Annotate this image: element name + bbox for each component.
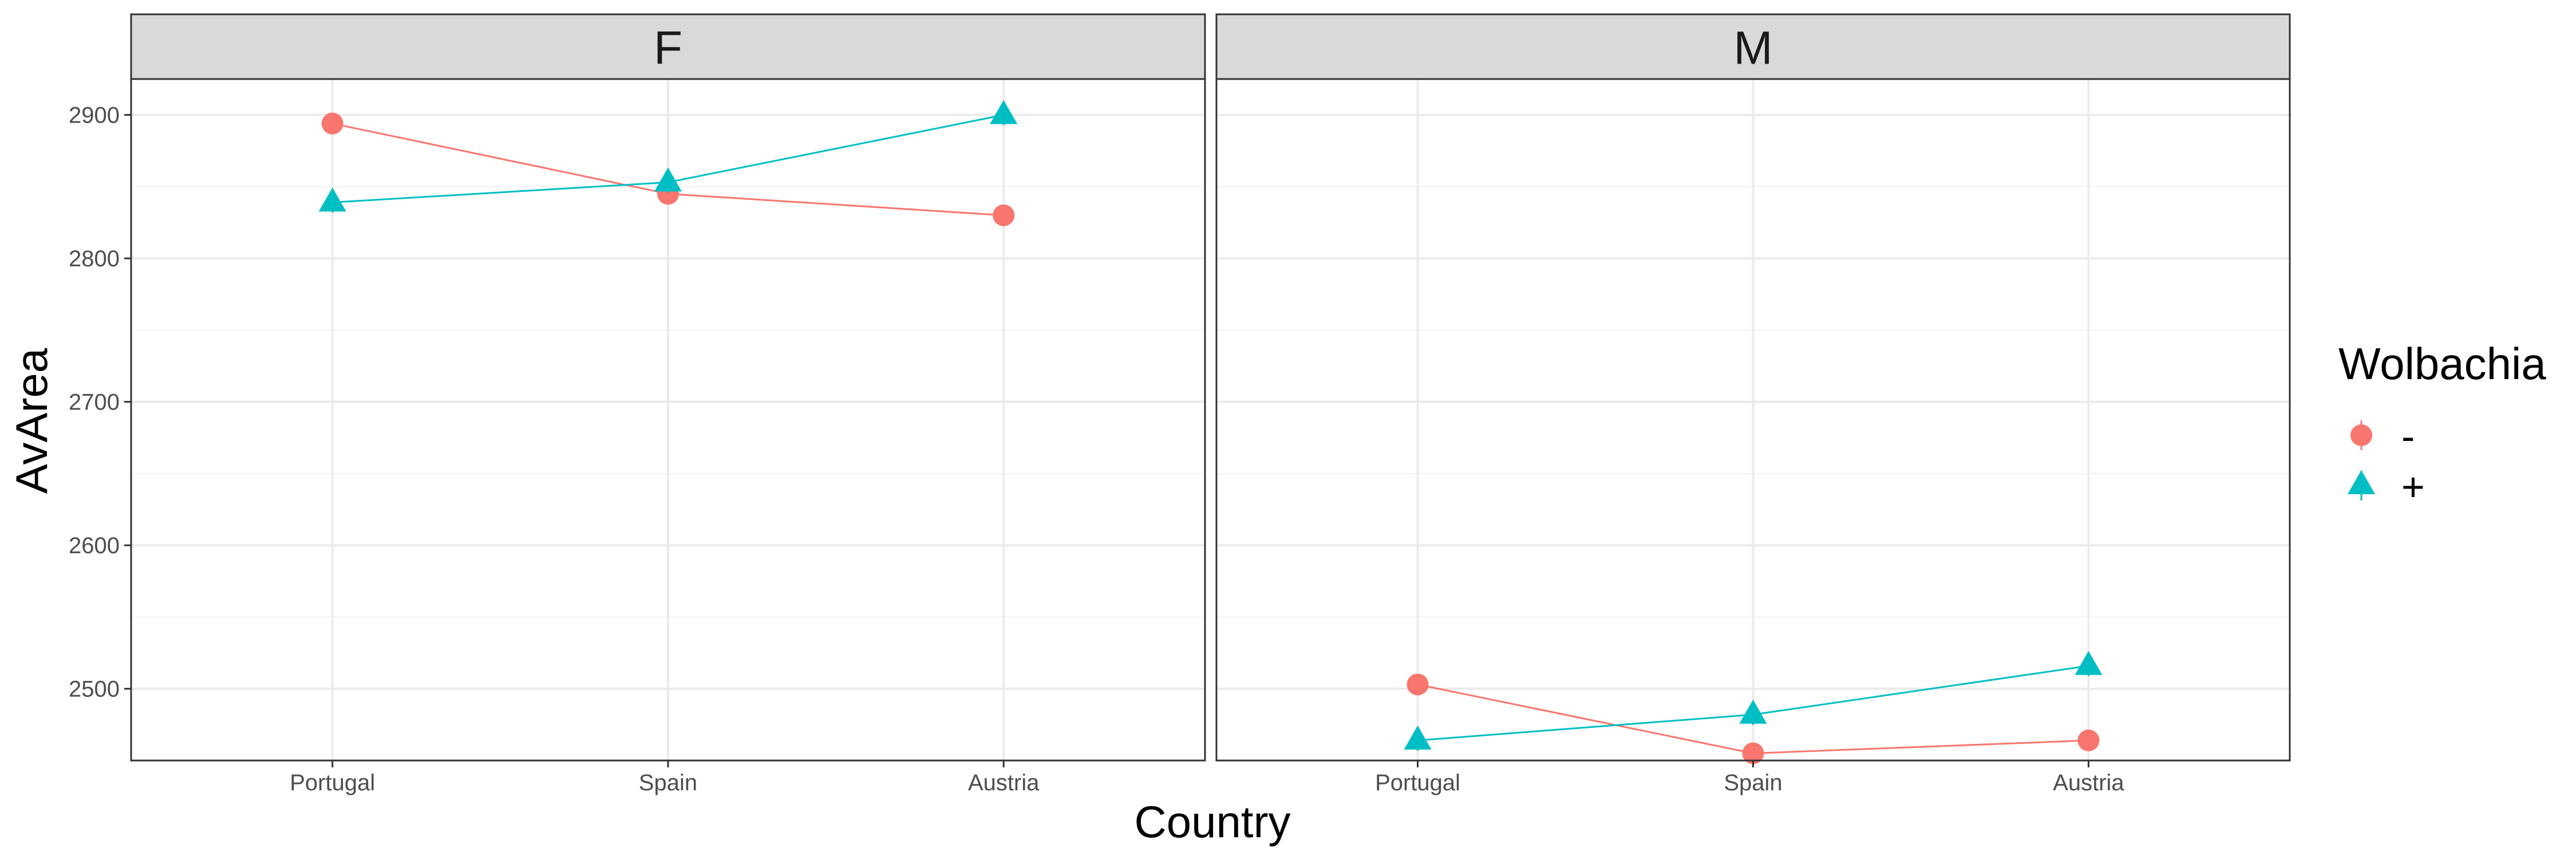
legend-key-circle (2350, 424, 2372, 446)
facet-strip-label: F (654, 22, 682, 74)
data-point-circle (1742, 742, 1764, 765)
data-point-triangle (1739, 699, 1767, 724)
legend-item: - (2350, 414, 2415, 459)
facet-strip (1215, 13, 2291, 80)
x-tick-label: Spain (1724, 770, 1782, 795)
y-tick-label: 2800 (69, 246, 120, 271)
data-point-circle (993, 204, 1015, 226)
y-axis-title: AvArea (6, 348, 57, 494)
x-tick-label: Austria (2053, 770, 2124, 795)
facet-strip (130, 13, 1206, 80)
legend-label: - (2401, 414, 2415, 459)
facet-strip-label: M (1733, 22, 1772, 74)
legend-item: + (2348, 464, 2425, 509)
legend-title: Wolbachia (2338, 338, 2546, 389)
x-tick-label: Portugal (1375, 770, 1460, 795)
y-tick-label: 2700 (69, 390, 120, 415)
data-point-triangle (1404, 725, 1432, 750)
panels-layer: F Portugal Spain Austria 2500 2600 2700 2800 290… (69, 13, 2291, 795)
panel-F: F Portugal Spain Austria 2500 2600 2700 2800 290… (69, 13, 1206, 795)
data-point-circle (321, 112, 343, 135)
y-tick-label: 2500 (69, 677, 120, 702)
data-point-triangle (2075, 651, 2103, 675)
legend-label: + (2401, 464, 2425, 509)
data-point-triangle (990, 100, 1018, 124)
panel-M: M Portugal Spain Austria (1215, 13, 2291, 795)
data-point-circle (2077, 729, 2100, 751)
data-point-triangle (654, 167, 682, 192)
x-tick-label: Spain (639, 770, 697, 795)
legend: Wolbachia - + (2338, 338, 2546, 509)
data-point-triangle (318, 187, 346, 212)
y-tick-label: 2600 (69, 533, 120, 558)
x-tick-label: Portugal (290, 770, 375, 795)
data-point-circle (1406, 673, 1429, 696)
x-axis-title: Country (1134, 797, 1290, 847)
x-tick-label: Austria (968, 770, 1040, 795)
y-tick-label: 2900 (69, 103, 120, 128)
legend-key-triangle (2348, 470, 2375, 494)
